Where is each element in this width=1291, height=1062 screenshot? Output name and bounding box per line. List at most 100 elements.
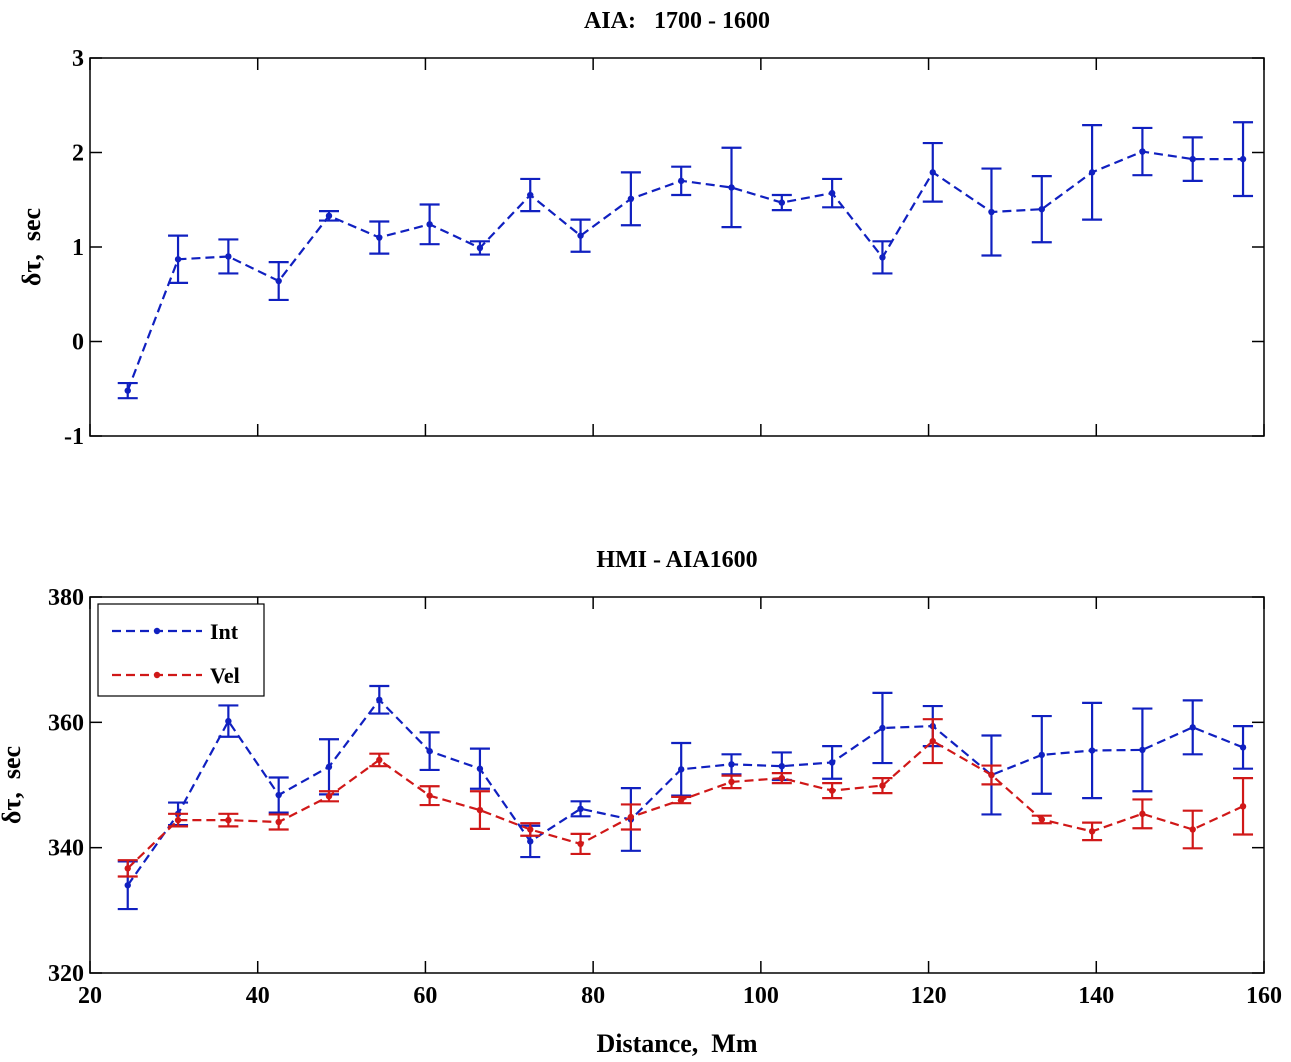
data-point xyxy=(174,256,182,263)
x-tick-label: 140 xyxy=(1078,983,1114,1009)
x-tick-label: 120 xyxy=(911,983,947,1009)
legend-marker-int xyxy=(153,627,161,635)
data-point xyxy=(275,277,282,285)
data-point xyxy=(1088,169,1096,176)
data-point xyxy=(124,387,131,394)
chart-title: HMI - AIA1600 xyxy=(596,547,757,573)
data-point xyxy=(1189,826,1196,833)
data-point xyxy=(879,254,886,261)
data-point xyxy=(778,774,786,782)
y-tick-label: 340 xyxy=(48,836,84,862)
axis-ticks xyxy=(89,596,1265,974)
plot-area-frame xyxy=(89,57,1265,437)
data-point xyxy=(1139,810,1146,818)
y-tick-label: 3 xyxy=(72,46,84,72)
x-axis-label: Distance, Mm xyxy=(596,1029,757,1058)
y-axis-label: δτ, sec xyxy=(0,746,26,824)
data-point xyxy=(828,759,836,766)
data-point xyxy=(225,253,232,260)
legend: Int Vel xyxy=(97,603,265,697)
y-tick-label: 0 xyxy=(72,330,84,356)
plot-area-frame xyxy=(89,596,1265,974)
data-point xyxy=(376,234,383,241)
data-point xyxy=(225,816,232,824)
data-marks xyxy=(117,121,1254,400)
data-point xyxy=(828,189,836,197)
data-point xyxy=(1189,724,1196,731)
data-point xyxy=(1239,155,1247,163)
data-point xyxy=(124,865,131,872)
tick-labels: 20 40 60 80 100 120 140 160 320 340 360 380 xyxy=(48,585,1282,1009)
y-tick-label: 360 xyxy=(48,710,84,736)
data-point xyxy=(124,882,131,889)
legend-label-int: Int xyxy=(210,619,239,644)
y-tick-label: 380 xyxy=(48,585,84,611)
data-point xyxy=(325,212,333,220)
data-point xyxy=(929,169,936,176)
data-point xyxy=(1038,816,1045,823)
data-point xyxy=(778,763,786,770)
data-point xyxy=(728,778,735,786)
data-point xyxy=(225,717,232,725)
y-axis-label: δτ, sec xyxy=(17,208,46,286)
data-point xyxy=(1239,744,1247,751)
data-point xyxy=(376,696,383,703)
x-tick-label: 20 xyxy=(78,983,102,1009)
chart-title: AIA: 1700 - 1600 xyxy=(584,8,770,34)
data-point xyxy=(1038,751,1045,759)
data-marks xyxy=(117,684,1254,911)
data-point xyxy=(677,177,685,185)
y-tick-label: 320 xyxy=(48,961,84,987)
panel-hmi-aia1600: HMI - AIA1600 δτ, sec Distance, Mm 20 40 6… xyxy=(0,547,1282,1058)
y-tick-label: 1 xyxy=(72,235,84,261)
axis-ticks xyxy=(89,57,1265,437)
data-point xyxy=(275,818,282,826)
legend-marker-vel xyxy=(153,671,161,679)
data-point xyxy=(988,208,995,216)
data-point xyxy=(174,816,182,824)
data-point xyxy=(627,813,635,821)
data-point xyxy=(527,826,534,833)
data-point xyxy=(828,787,836,794)
data-point xyxy=(988,771,995,779)
data-point xyxy=(1189,155,1196,163)
data-point xyxy=(879,782,886,789)
data-point xyxy=(527,191,534,199)
data-point xyxy=(325,793,333,800)
x-tick-label: 40 xyxy=(246,983,270,1009)
data-point xyxy=(1239,803,1247,810)
data-point xyxy=(476,806,484,814)
data-point xyxy=(677,766,685,773)
data-point xyxy=(1038,206,1045,213)
data-point xyxy=(627,195,635,203)
data-point xyxy=(426,221,433,228)
y-tick-label: -1 xyxy=(64,424,84,450)
data-point xyxy=(1088,828,1096,835)
data-point xyxy=(325,763,333,771)
data-point xyxy=(476,244,484,252)
data-point xyxy=(577,840,584,848)
data-point xyxy=(1139,148,1146,155)
data-point xyxy=(376,756,383,764)
y-tick-label: 2 xyxy=(72,141,84,167)
data-point xyxy=(476,765,484,772)
data-point xyxy=(426,792,433,799)
x-tick-label: 80 xyxy=(581,983,605,1009)
data-point xyxy=(677,796,685,804)
data-point xyxy=(577,805,584,813)
x-tick-label: 60 xyxy=(413,983,437,1009)
legend-box xyxy=(97,603,265,697)
x-tick-label: 160 xyxy=(1246,983,1282,1009)
panel-aia-1700-1600: AIA: 1700 - 1600 δτ, sec -1 0 1 2 3 xyxy=(17,8,1265,450)
tick-labels: -1 0 1 2 3 xyxy=(64,46,84,450)
data-point xyxy=(577,232,584,239)
data-point xyxy=(426,747,433,755)
data-point xyxy=(929,737,936,745)
data-point xyxy=(1088,747,1096,754)
data-point xyxy=(778,199,786,206)
x-tick-label: 100 xyxy=(743,983,779,1009)
data-point xyxy=(527,838,534,845)
data-point xyxy=(728,184,735,191)
data-point xyxy=(1139,746,1146,754)
